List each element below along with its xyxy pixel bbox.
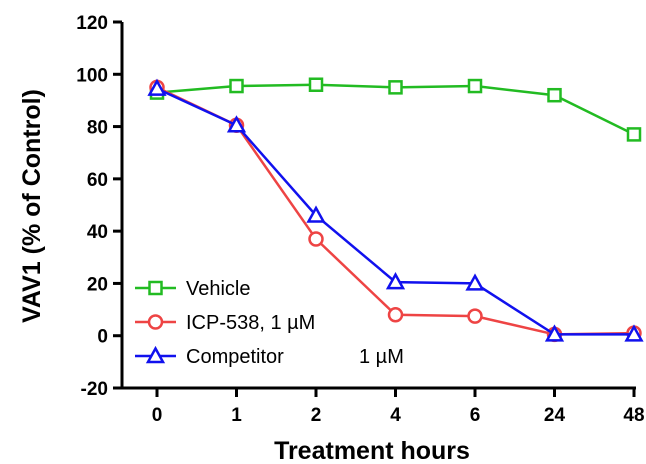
x-tick-label: 2 <box>311 405 322 426</box>
data-point <box>467 78 483 94</box>
series-0 <box>149 77 642 142</box>
data-point <box>387 307 404 323</box>
data-point <box>467 308 483 324</box>
data-point <box>306 205 326 223</box>
y-tick-label: 20 <box>87 274 108 295</box>
data-point <box>385 272 406 290</box>
data-point <box>308 77 324 92</box>
y-tick-label: -20 <box>81 379 108 400</box>
legend-extra-label: 1 µM <box>359 346 404 368</box>
y-tick-label: 80 <box>87 118 108 139</box>
x-tick-label: 6 <box>470 405 481 426</box>
legend-label: Competitor <box>186 346 284 368</box>
legend: Vehicle ICP-538, 1 µM Competitor 1 µM <box>135 278 404 368</box>
y-tick-label: 100 <box>76 65 108 86</box>
x-tick-label: 1 <box>231 405 242 426</box>
data-point <box>308 231 324 247</box>
legend-marker <box>148 280 163 296</box>
legend-entry-2: Competitor <box>135 345 284 368</box>
legend-label: Vehicle <box>186 278 251 300</box>
x-axis-title: Treatment hours <box>274 437 470 464</box>
legend-entry-0: Vehicle <box>135 278 251 300</box>
series-2 <box>147 78 644 342</box>
y-tick-label: 120 <box>76 13 108 34</box>
y-tick-label: 60 <box>87 170 108 191</box>
x-tick-label: 48 <box>623 405 644 426</box>
x-tick-label: 0 <box>152 405 163 426</box>
legend-marker <box>145 345 166 364</box>
legend-label: ICP-538, 1 µM <box>186 312 315 334</box>
series-layer <box>147 77 644 343</box>
y-tick-label: 0 <box>97 327 108 348</box>
data-point <box>388 80 403 95</box>
data-point <box>624 324 644 342</box>
data-point <box>147 78 167 96</box>
data-point <box>547 87 562 103</box>
y-axis-title: VAV1 (% of Control) <box>18 89 46 323</box>
x-tick-label: 24 <box>544 405 566 426</box>
x-tick-label: 4 <box>390 405 401 426</box>
y-tick-label: 40 <box>87 222 108 243</box>
legend-entry-1: ICP-538, 1 µM <box>135 312 315 334</box>
data-point <box>626 127 642 142</box>
legend-marker <box>147 314 164 330</box>
data-point <box>226 115 247 133</box>
data-point <box>229 78 244 94</box>
data-point <box>465 273 485 291</box>
data-point <box>544 324 565 342</box>
